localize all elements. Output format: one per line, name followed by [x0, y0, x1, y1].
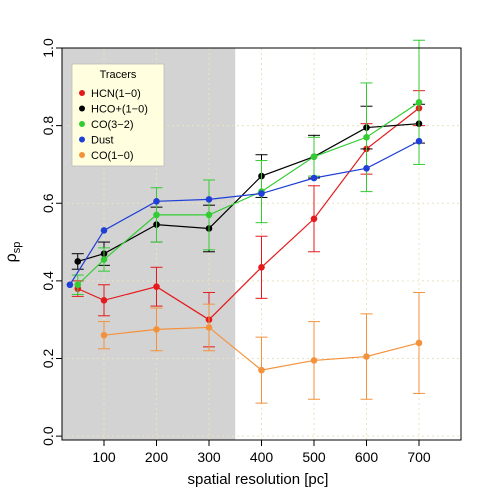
- y-axis-label-sub: sp: [11, 242, 23, 254]
- legend-label: CO(1−0): [91, 150, 134, 162]
- legend-label: HCN(1−0): [91, 88, 141, 100]
- data-point: [258, 366, 265, 374]
- data-point: [363, 353, 370, 360]
- data-point: [66, 281, 74, 289]
- legend-box: [71, 63, 165, 167]
- x-tick-label: 500: [302, 449, 326, 465]
- data-point: [363, 133, 370, 141]
- series-line: [77, 107, 420, 321]
- x-tick-label: 200: [145, 449, 169, 465]
- x-tick-label: 600: [355, 449, 379, 465]
- data-point: [205, 196, 213, 203]
- data-point: [74, 258, 82, 265]
- data-point: [100, 227, 108, 234]
- x-tick-label: 300: [197, 449, 221, 465]
- y-tick-label: 0.0: [40, 426, 56, 446]
- data-point: [310, 357, 318, 364]
- legend-marker: [79, 105, 85, 112]
- legend-label: Dust: [91, 135, 114, 147]
- data-point: [205, 324, 213, 331]
- series-line: [77, 123, 420, 263]
- data-point: [310, 153, 318, 160]
- data-point: [153, 198, 160, 205]
- y-axis-label-main: ρ: [3, 253, 20, 262]
- y-tick-label: 0.6: [40, 193, 56, 213]
- legend-title: Tracers: [100, 69, 137, 81]
- legend-label: CO(3−2): [91, 119, 134, 131]
- axis-layer: 100 200 300 400 500 600 700 0.0 0.2 0.4 0.6 0.8 1.0: [40, 38, 431, 465]
- data-point: [415, 339, 423, 347]
- legend-marker: [79, 136, 85, 143]
- data-point: [363, 165, 370, 172]
- legend: Tracers HCN(1−0) HCO+(1−0) CO(3−2) Dust CO(1−…: [71, 63, 165, 167]
- data-point: [153, 283, 160, 290]
- y-tick-label: 0.8: [40, 116, 56, 136]
- series-CO(1−0): [98, 292, 425, 404]
- y-tick-label: 1.0: [40, 38, 56, 58]
- legend-marker: [79, 121, 85, 127]
- y-tick-label: 0.4: [40, 271, 56, 291]
- data-point: [100, 296, 108, 304]
- data-point: [153, 211, 160, 219]
- data-point: [415, 99, 423, 106]
- data-point: [100, 331, 108, 339]
- data-point: [153, 326, 160, 333]
- data-point: [100, 256, 108, 263]
- x-axis-label: spatial resolution [pc]: [188, 471, 329, 488]
- series-Dust: [66, 137, 423, 289]
- data-point: [415, 137, 423, 145]
- data-point: [310, 215, 318, 223]
- y-axis-label: ρsp: [3, 242, 23, 263]
- series-line: [69, 140, 420, 286]
- data-point: [205, 211, 213, 219]
- x-tick-label: 700: [407, 449, 431, 465]
- legend-marker: [79, 152, 85, 158]
- data-point: [258, 190, 265, 197]
- x-tick-label: 100: [92, 449, 116, 465]
- data-point: [258, 263, 265, 271]
- y-tick-label: 0.2: [40, 349, 56, 369]
- x-tick-label: 400: [250, 449, 274, 465]
- data-point: [74, 281, 82, 289]
- data-point: [310, 174, 318, 182]
- legend-marker: [79, 90, 85, 96]
- series-layer: [66, 39, 425, 404]
- legend-label: HCO+(1−0): [91, 104, 148, 116]
- series-line: [77, 101, 420, 286]
